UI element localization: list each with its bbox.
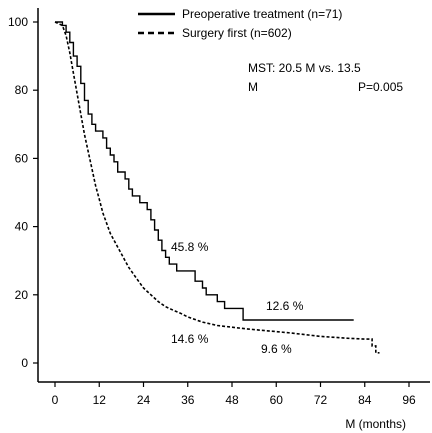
- legend-label-preoperative: Preoperative treatment (n=71): [182, 7, 342, 21]
- annotation-pre-end: 12.6 %: [266, 299, 304, 313]
- y-tick-label-1: 20: [15, 288, 29, 302]
- x-tick-label-7: 84: [358, 393, 372, 407]
- y-tick-label-0: 0: [21, 356, 28, 370]
- x-tick-label-5: 60: [270, 393, 284, 407]
- annotation-p-value: P=0.005: [358, 80, 403, 94]
- y-tick-label-4: 80: [15, 83, 29, 97]
- annotation-surg-mid: 14.6 %: [171, 332, 209, 346]
- annotation-mst-line1: MST: 20.5 M vs. 13.5: [248, 61, 361, 75]
- annotation-surg-end: 9.6 %: [261, 342, 292, 356]
- x-axis-label: M (months): [345, 417, 406, 431]
- y-tick-label-3: 60: [15, 151, 29, 165]
- y-ticks: 0 20 40 60 80 100: [8, 15, 38, 370]
- annotation-mst-line2: M: [248, 80, 258, 94]
- x-ticks: 0 12 24 36 48 60 72 84 96: [52, 382, 416, 407]
- y-tick-label-2: 40: [15, 220, 29, 234]
- y-tick-label-5: 100: [8, 15, 28, 29]
- annotation-pre-mid: 45.8 %: [171, 240, 209, 254]
- series-group: [54, 21, 380, 354]
- legend-label-surgery: Surgery first (n=602): [182, 26, 292, 40]
- x-tick-label-8: 96: [402, 393, 416, 407]
- series-line-surgery-first: [54, 21, 380, 354]
- x-tick-label-0: 0: [52, 393, 59, 407]
- x-tick-label-6: 72: [314, 393, 328, 407]
- x-tick-label-3: 36: [181, 393, 195, 407]
- x-tick-label-4: 48: [225, 393, 239, 407]
- series-line-preoperative: [55, 21, 354, 321]
- x-tick-label-1: 12: [93, 393, 107, 407]
- x-tick-label-2: 24: [137, 393, 151, 407]
- legend: Preoperative treatment (n=71) Surgery fi…: [138, 7, 342, 40]
